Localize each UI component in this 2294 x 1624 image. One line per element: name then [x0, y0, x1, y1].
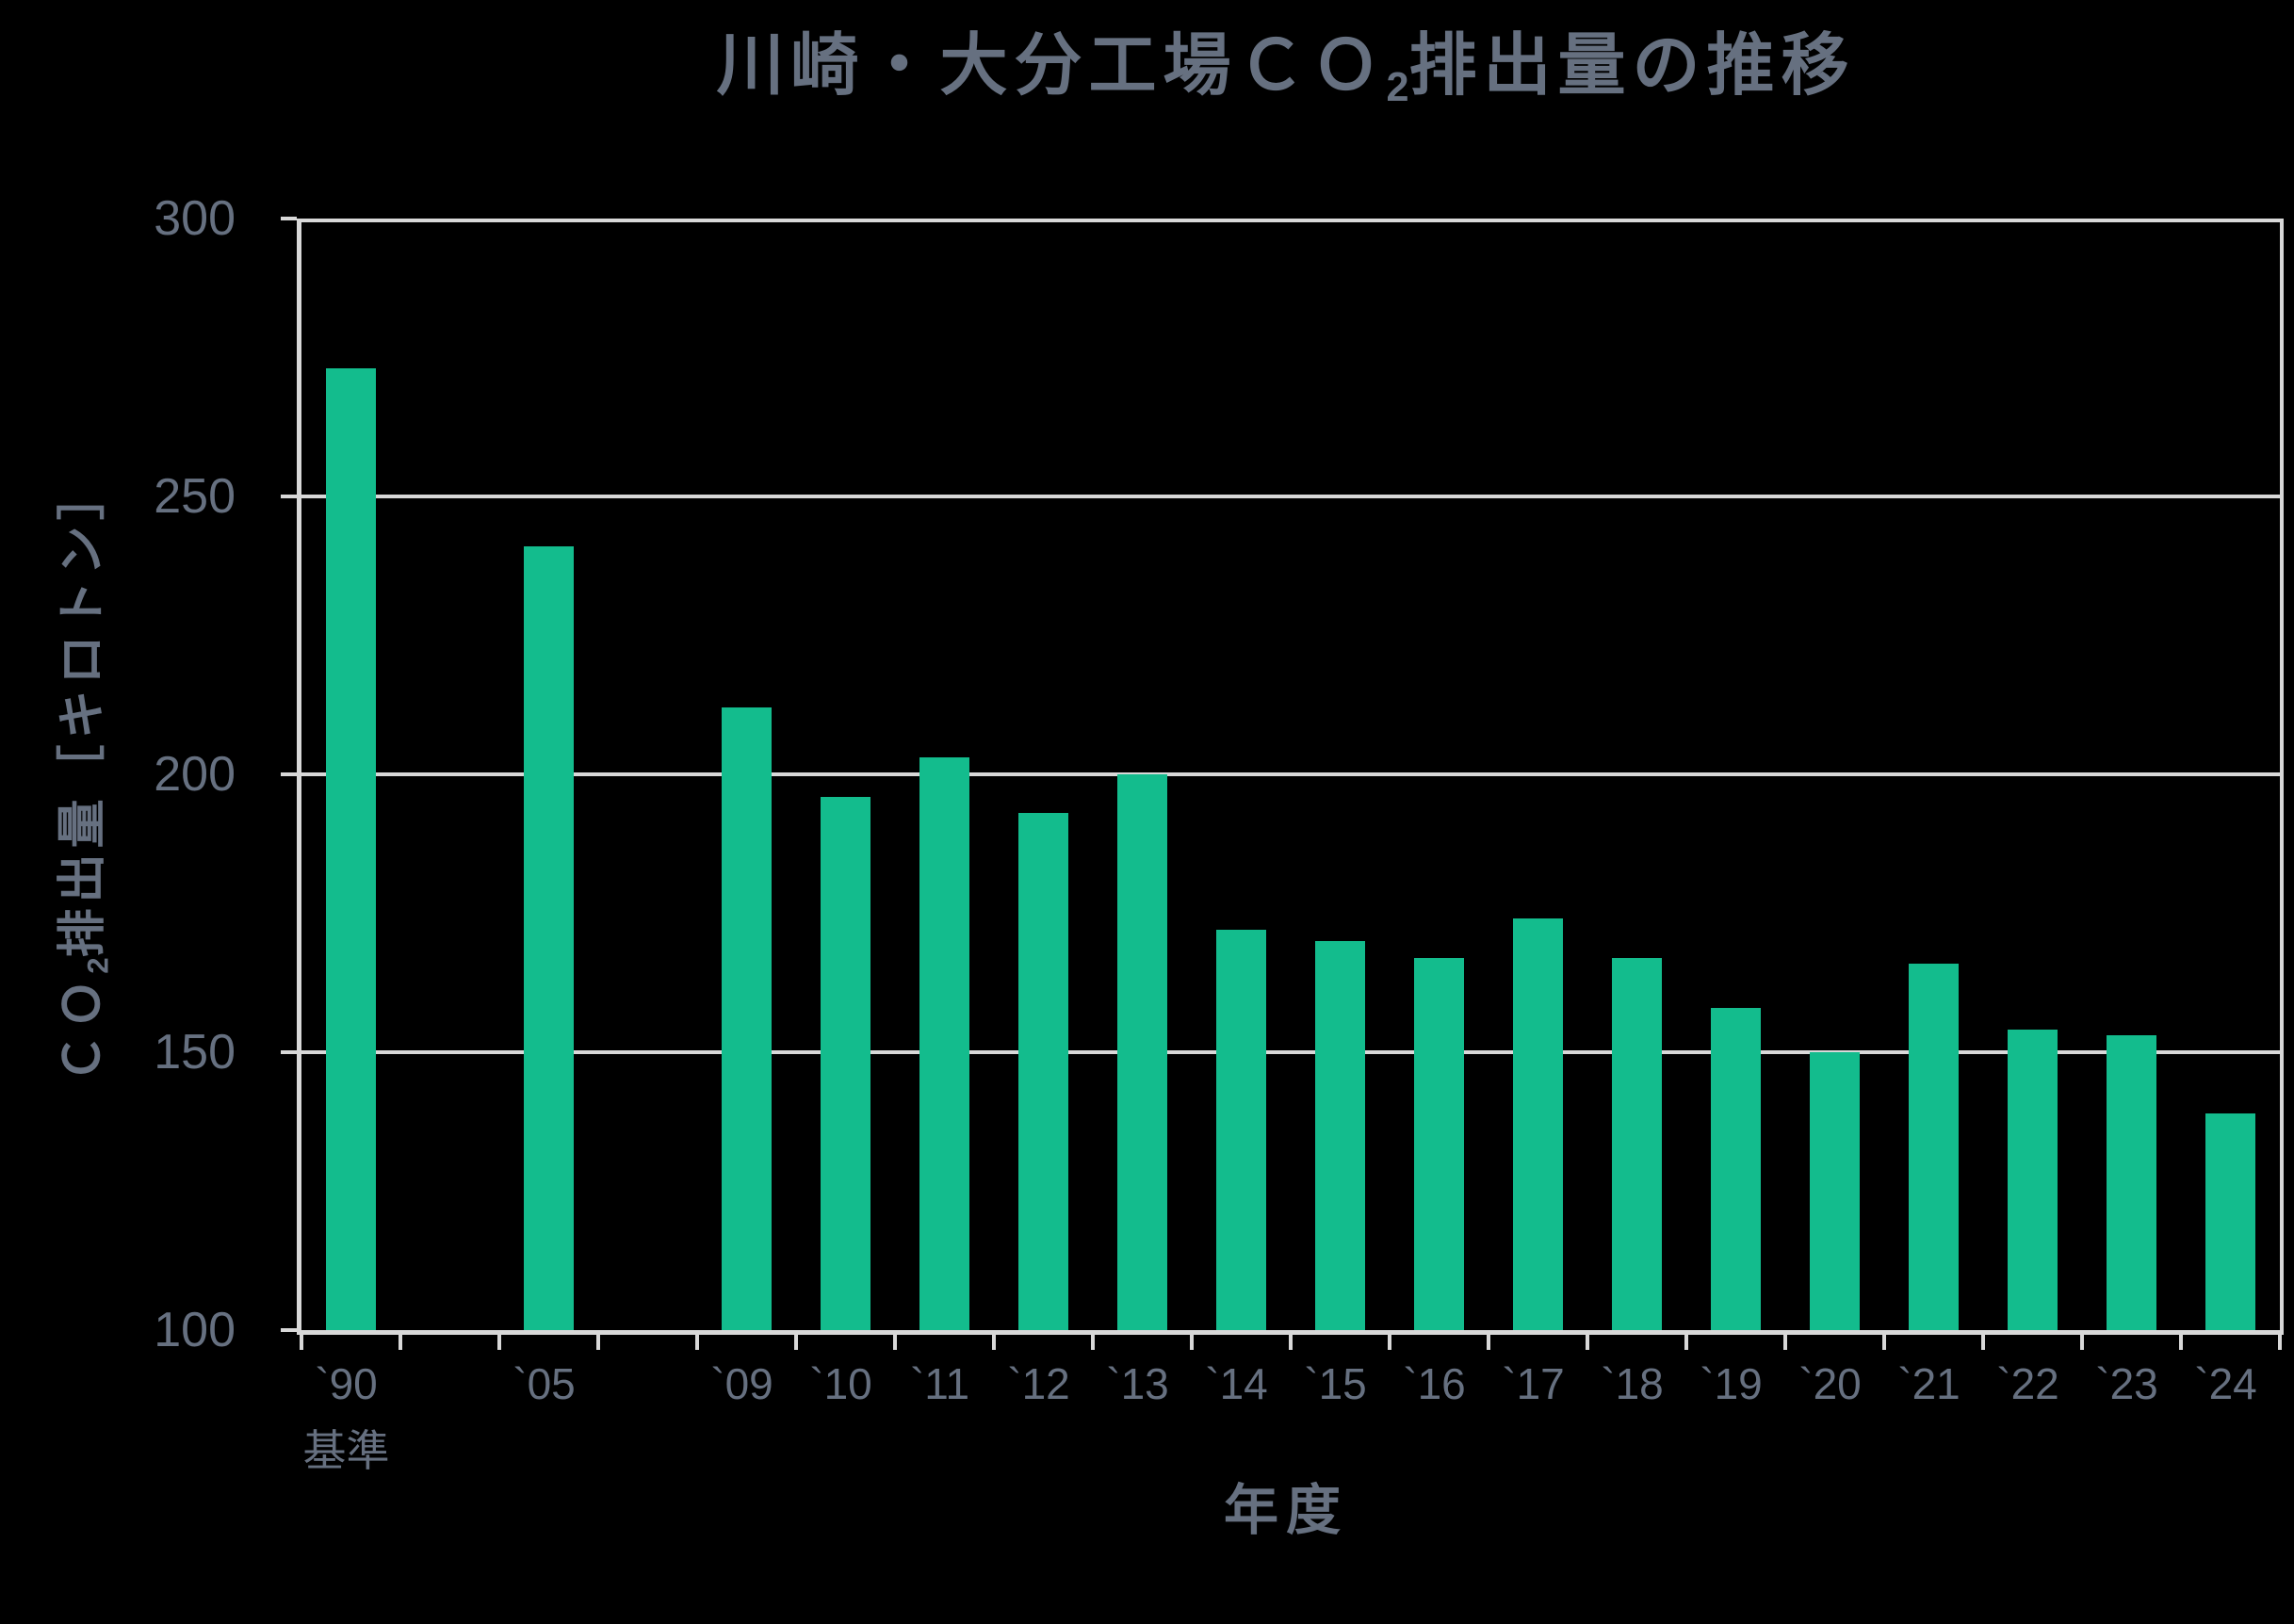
- x-tick-label: `22: [1996, 1359, 2059, 1408]
- bar-12: [1018, 813, 1068, 1330]
- x-tick-label: `15: [1304, 1359, 1367, 1408]
- chart-title-prefix: 川崎・大分工場ＣＯ: [716, 28, 1387, 104]
- x-axis-tick: [992, 1335, 996, 1350]
- x-axis-tick: [1190, 1335, 1194, 1350]
- x-axis-tick: [300, 1335, 303, 1350]
- plot-area: [281, 217, 2284, 1350]
- x-axis-tick: [399, 1335, 402, 1350]
- x-axis-tick: [1586, 1335, 1589, 1350]
- y-axis-tick: [281, 1050, 297, 1054]
- gridline: [301, 495, 2280, 498]
- y-axis-tick: [281, 217, 297, 220]
- y-tick-label: 200: [154, 747, 236, 802]
- x-tick-label: `20: [1798, 1359, 1862, 1408]
- bar-17: [1513, 918, 1563, 1330]
- x-axis-tick: [1091, 1335, 1095, 1350]
- gridline: [301, 219, 2280, 222]
- chart-title-subscript: 2: [1386, 64, 1409, 110]
- x-axis-tick: [1388, 1335, 1391, 1350]
- x-axis-tick: [2080, 1335, 2084, 1350]
- y-axis-tick: [281, 772, 297, 776]
- bar-14: [1216, 930, 1266, 1330]
- y-tick-label: 250: [154, 469, 236, 524]
- x-tick-label: `90: [315, 1359, 378, 1408]
- x-tick-label: `10: [809, 1359, 872, 1408]
- x-axis-tick: [794, 1335, 798, 1350]
- x-tick-label: `12: [1007, 1359, 1070, 1408]
- bar-13: [1117, 774, 1167, 1330]
- bar-19: [1711, 1008, 1761, 1330]
- bar-23: [2107, 1035, 2156, 1330]
- chart-title-suffix: 排出量の推移: [1408, 28, 1856, 104]
- bar-11: [919, 757, 969, 1330]
- x-axis-tick: [1783, 1335, 1787, 1350]
- x-axis-tick: [2278, 1335, 2282, 1350]
- x-axis-tick: [1684, 1335, 1688, 1350]
- y-axis-tick: [281, 495, 297, 498]
- bar-21: [1909, 964, 1959, 1330]
- x-tick-label: `19: [1700, 1359, 1763, 1408]
- x-axis-tick: [1487, 1335, 1490, 1350]
- x-tick-label: `05: [512, 1359, 576, 1408]
- gridline: [301, 772, 2280, 776]
- bar-16: [1414, 958, 1464, 1330]
- y-axis-title-subscript: 2: [81, 957, 115, 974]
- y-axis-tick: [281, 1328, 297, 1332]
- bar-18: [1612, 958, 1662, 1330]
- y-tick-label: 150: [154, 1025, 236, 1080]
- x-axis-title: 年度: [1223, 1480, 1348, 1541]
- x-tick-label: `09: [710, 1359, 773, 1408]
- x-tick-label: `14: [1205, 1359, 1268, 1408]
- bar-05: [524, 546, 574, 1330]
- x-tick-label: `18: [1601, 1359, 1664, 1408]
- x-axis-tick: [1981, 1335, 1985, 1350]
- bar-10: [821, 797, 870, 1330]
- bar-20: [1810, 1052, 1860, 1330]
- x-tick-label: `13: [1106, 1359, 1169, 1408]
- bar-24: [2205, 1113, 2255, 1330]
- x-tick-label: `11: [909, 1359, 970, 1408]
- gridline: [301, 1050, 2280, 1054]
- y-tick-label: 300: [154, 191, 236, 246]
- x-axis-tick: [893, 1335, 897, 1350]
- x-tick-label: `17: [1502, 1359, 1565, 1408]
- y-tick-label: 100: [154, 1303, 236, 1357]
- bar-22: [2008, 1030, 2058, 1330]
- x-axis-tick: [2179, 1335, 2183, 1350]
- x-tick-label: `21: [1897, 1359, 1960, 1408]
- baseline-note: 基準: [302, 1426, 390, 1475]
- x-tick-label: `24: [2194, 1359, 2257, 1408]
- x-tick-label: `23: [2095, 1359, 2158, 1408]
- x-axis-tick: [596, 1335, 600, 1350]
- bar-15: [1315, 941, 1365, 1330]
- x-axis-tick: [1289, 1335, 1293, 1350]
- x-axis-tick: [497, 1335, 501, 1350]
- x-axis-tick: [1882, 1335, 1886, 1350]
- x-axis-tick: [695, 1335, 699, 1350]
- y-axis-title-suffix: 排出量［キロトン］: [56, 465, 110, 958]
- x-tick-label: `16: [1403, 1359, 1466, 1408]
- chart-title: 川崎・大分工場ＣＯ2排出量の推移: [297, 9, 2275, 111]
- bar-90: [326, 368, 376, 1330]
- bar-09: [722, 707, 772, 1330]
